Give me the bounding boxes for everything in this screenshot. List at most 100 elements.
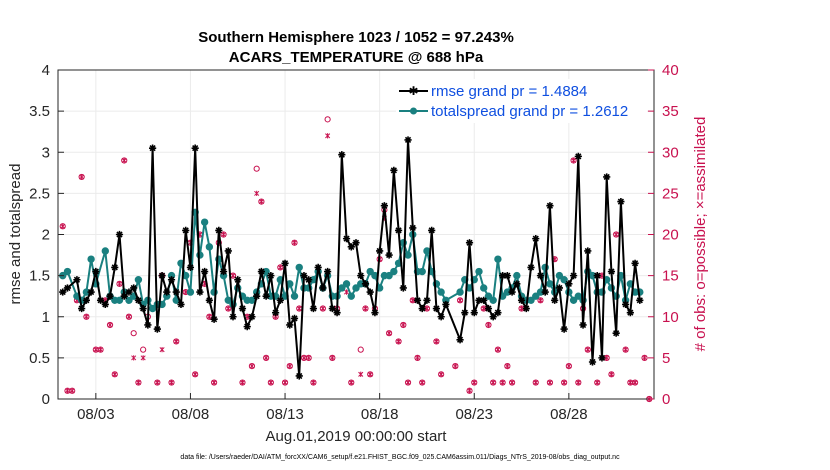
rmse-point: 1.85 <box>347 243 355 251</box>
rmse-point: 1.2 <box>82 296 90 304</box>
y-right-tick-label: 40 <box>662 62 679 79</box>
rmse-point: 1.6 <box>527 263 535 271</box>
obs-assimilated-point: 10 <box>206 314 212 320</box>
rmse-point: 1.3 <box>87 288 95 296</box>
rmse-point: 1.35 <box>130 284 138 292</box>
data-file-footnote: data file: /Users/raeder/DAI/ATM_forcXX/… <box>180 454 620 461</box>
totalspread-point: 1.25 <box>532 292 540 300</box>
rmse-point: 3.05 <box>191 144 199 152</box>
totalspread-point: 1.2 <box>115 296 124 304</box>
y-axis-label: rmse and totalspread <box>7 164 24 305</box>
rmse-point: 1.25 <box>262 292 270 300</box>
totalspread-point: 1.4 <box>546 280 554 288</box>
totalspread-point: 1.2 <box>569 296 578 304</box>
totalspread-point: 1.6 <box>295 263 303 272</box>
obs-assimilated-point: 2 <box>211 379 217 386</box>
totalspread-point: 1.5 <box>385 271 393 280</box>
y-right-tick-label: 0 <box>662 391 670 408</box>
obs-assimilated-point: 5 <box>329 355 335 361</box>
totalspread-point: 1.55 <box>390 267 398 276</box>
rmse-point: 0.9 <box>144 321 152 329</box>
rmse-point: 1.2 <box>480 296 488 304</box>
rmse-point: 1.5 <box>593 272 601 280</box>
rmse-point: 1.15 <box>177 300 185 309</box>
obs-assimilated-point: 11 <box>481 305 487 312</box>
rmse-point: 2.05 <box>394 226 403 234</box>
obs-assimilated-point: 6 <box>98 347 104 353</box>
rmse-point: 2.08 <box>409 224 417 232</box>
obs-assimilated-point: 2 <box>282 379 288 386</box>
rmse-point: 0.85 <box>153 325 161 333</box>
rmse-point: 0.98 <box>290 314 299 322</box>
rmse-point: 0.45 <box>588 358 597 366</box>
obs-assimilated-point: 1 <box>69 388 75 394</box>
totalspread-point: 1.45 <box>560 276 568 284</box>
rmse-point: 0.8 <box>612 329 620 337</box>
obs-assimilated-point: 2 <box>310 379 316 386</box>
rmse-point: 1.65 <box>631 259 639 267</box>
rmse-point: 1.0 <box>489 313 497 321</box>
obs-possible-point: 8 <box>130 330 137 337</box>
obs-assimilated-point: 15 <box>230 272 236 279</box>
obs-assimilated-point: 2 <box>239 379 246 386</box>
obs-assimilated-point: 29 <box>121 157 127 164</box>
rmse-point: 1.55 <box>257 267 265 276</box>
obs-assimilated-point: 11 <box>362 305 369 312</box>
obs-assimilated-point: 4 <box>566 363 572 369</box>
obs-assimilated-point: 3 <box>192 371 198 377</box>
rmse-point: 1.15 <box>101 300 109 309</box>
rmse-point: 1.35 <box>63 284 72 292</box>
rmse-point: 1.3 <box>366 288 374 296</box>
totalspread-point: 1.3 <box>437 288 445 296</box>
obs-assimilated-point: 2 <box>500 379 506 386</box>
rmse-point: 1.3 <box>541 288 549 296</box>
obs-assimilated-point: 20 <box>613 231 619 238</box>
obs-assimilated-point: 1 <box>64 388 71 394</box>
obs-assimilated-point: 2 <box>547 379 553 386</box>
obs-assimilated-point: 5 <box>414 355 421 361</box>
rmse-point: 1.55 <box>219 267 228 276</box>
y-tick-label: 4 <box>42 62 50 79</box>
y-right-tick-label: 15 <box>662 268 679 285</box>
y-tick-label: 2.5 <box>29 185 50 202</box>
rmse-point: 2.7 <box>603 173 611 181</box>
legend: ✱ rmse grand pr = 1.4884 totalspread gra… <box>396 79 647 123</box>
obs-assimilated-point: 4 <box>249 363 255 369</box>
rmse-point: 1.75 <box>385 251 393 259</box>
rmse-point: 1.4 <box>565 280 573 288</box>
rmse-point: 1.8 <box>584 247 592 255</box>
obs-assimilated-point: 11 <box>296 305 302 312</box>
rmse-point: 1.5 <box>357 272 365 280</box>
rmse-point: 1.2 <box>423 296 431 304</box>
rmse-point: 1.3 <box>163 288 171 296</box>
rmse-point: 1.1 <box>328 304 336 313</box>
legend-rmse-label: rmse grand pr = 1.4884 <box>431 83 587 100</box>
rmse-point: 1.15 <box>622 300 630 309</box>
rmse-point: 2.05 <box>428 226 436 234</box>
rmse-point: 1.6 <box>111 263 119 271</box>
x-tick-label: 08/08 <box>172 406 210 423</box>
rmse-point: 2.35 <box>546 202 554 210</box>
obs-assimilated-point: 1 <box>466 388 473 394</box>
rmse-point: 1.5 <box>300 272 308 280</box>
chart-title-line-1: Southern Hemisphere 1023 / 1052 = 97.243… <box>198 29 514 46</box>
obs-assimilated-point: 2 <box>154 379 160 386</box>
rmse-point: 1.0 <box>248 313 256 321</box>
rmse-point: 1.2 <box>205 296 213 304</box>
y-tick-label: 2 <box>42 227 50 244</box>
rmse-point: 2.95 <box>574 152 582 160</box>
obs-assimilated-point: 2 <box>405 379 411 386</box>
x-axis-ticks: 08/03 08/08 08/13 08/18 08/23 08/28 <box>77 393 588 423</box>
totalspread-point: 1.4 <box>342 280 351 288</box>
rmse-point: 0.88 <box>243 323 251 331</box>
y-tick-label: 1.5 <box>29 268 50 285</box>
obs-assimilated-point: 2 <box>268 379 274 386</box>
rmse-point: 1.2 <box>551 296 559 304</box>
obs-assimilated-point: 2 <box>627 379 633 386</box>
rmse-point: 1.2 <box>475 296 483 304</box>
obs-possible-point: 28 <box>253 165 260 172</box>
totalspread-point: 1.8 <box>101 247 110 255</box>
rmse-point: 1.05 <box>271 309 280 317</box>
rmse-point: 1.2 <box>517 296 526 304</box>
rmse-point: 1.45 <box>234 276 242 284</box>
